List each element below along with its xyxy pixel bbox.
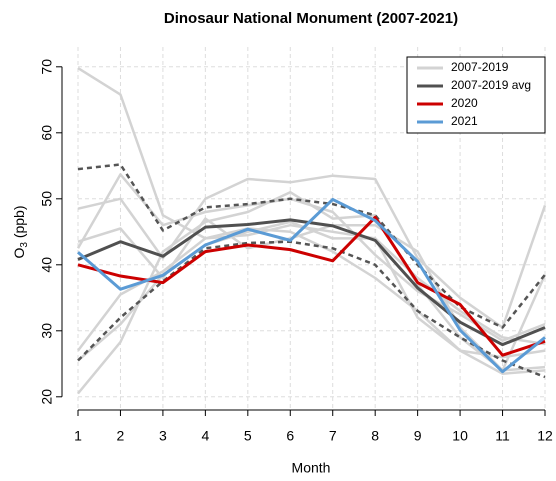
y-tick-label: 60 bbox=[39, 125, 55, 141]
x-tick-label: 11 bbox=[495, 428, 510, 444]
year-line bbox=[77, 67, 546, 346]
y-label-suffix: (ppb) bbox=[11, 205, 27, 242]
y-axis-label: O3 (ppb) bbox=[11, 205, 30, 258]
legend-label: 2020 bbox=[451, 96, 478, 110]
y-tick-label: 20 bbox=[39, 389, 55, 405]
legend-label: 2007-2019 bbox=[451, 60, 509, 74]
y-label-main: O bbox=[11, 248, 27, 259]
series-line bbox=[77, 218, 546, 347]
x-tick-label: 4 bbox=[201, 428, 209, 444]
legend-box bbox=[406, 56, 546, 134]
y-tick-label: 50 bbox=[39, 191, 55, 207]
x-tick-label: 6 bbox=[286, 428, 294, 444]
y-tick-label: 40 bbox=[39, 257, 55, 273]
series-line bbox=[77, 215, 546, 357]
year-line bbox=[76, 173, 546, 342]
x-tick-label: 7 bbox=[329, 428, 337, 444]
year-line bbox=[77, 174, 547, 329]
x-tick-label: 8 bbox=[371, 428, 379, 444]
x-tick-label: 12 bbox=[537, 428, 553, 444]
x-tick-label: 1 bbox=[74, 428, 82, 444]
series-line bbox=[77, 197, 546, 374]
legend-label: 2021 bbox=[451, 114, 478, 128]
x-axis-label: Month bbox=[292, 460, 331, 476]
y-tick-label: 30 bbox=[39, 323, 55, 339]
x-tick-label: 3 bbox=[159, 428, 167, 444]
dashed-line bbox=[77, 163, 546, 329]
x-tick-label: 9 bbox=[414, 428, 422, 444]
legend-label: 2007-2019 avg bbox=[451, 78, 531, 92]
year-line bbox=[77, 227, 546, 375]
year-line bbox=[77, 217, 547, 372]
x-tick-label: 2 bbox=[117, 428, 125, 444]
x-tick-label: 10 bbox=[452, 428, 468, 444]
x-tick-label: 5 bbox=[244, 428, 252, 444]
chart-title: Dinosaur National Monument (2007-2021) bbox=[164, 10, 458, 27]
y-label-subscript: 3 bbox=[19, 242, 30, 248]
y-tick-label: 70 bbox=[39, 59, 55, 75]
